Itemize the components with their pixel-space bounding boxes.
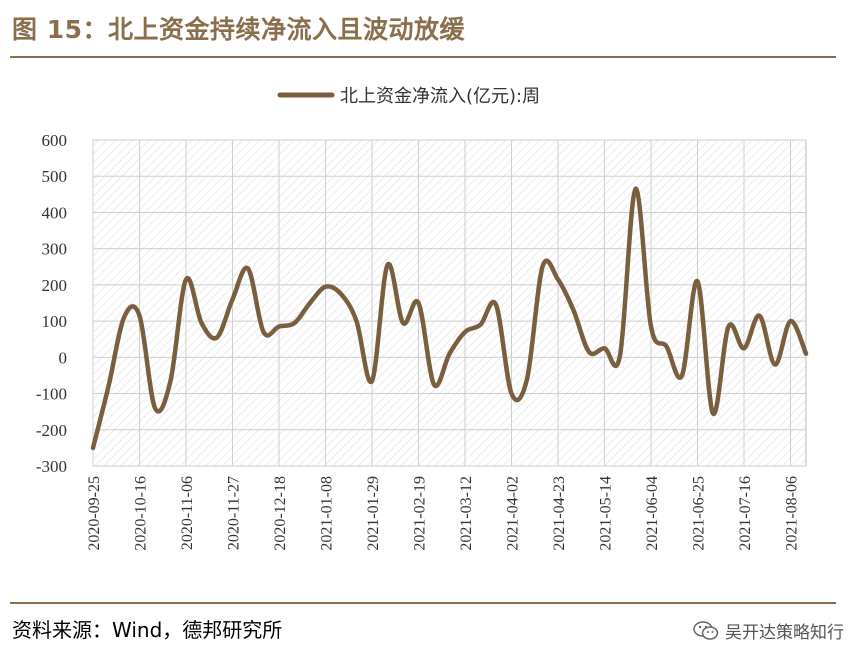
x-tick-label: 2021-04-02 — [505, 476, 522, 551]
y-tick-label: 300 — [42, 240, 68, 259]
y-axis: 600 500 400 300 200 100 0 -100 -200 -300 — [36, 131, 67, 476]
x-tick-label: 2021-02-19 — [412, 476, 429, 551]
x-axis: 2020-09-25 2020-10-16 2020-11-06 2020-11-27… — [86, 476, 801, 551]
x-tick-label: 2021-06-04 — [644, 476, 661, 551]
legend-label: 北上资金净流入(亿元):周 — [340, 86, 540, 107]
series-line — [90, 186, 809, 451]
watermark: 吴开达策略知行 — [693, 618, 844, 643]
x-tick-label: 2021-06-25 — [691, 476, 708, 551]
y-tick-label: 400 — [42, 203, 68, 222]
y-tick-label: 500 — [42, 167, 68, 186]
x-tick-label: 2021-05-14 — [598, 476, 615, 551]
x-tick-label: 2020-09-25 — [86, 476, 103, 551]
source-note: 资料来源：Wind，德邦研究所 — [12, 618, 283, 642]
x-tick-label: 2020-12-18 — [272, 476, 289, 551]
x-tick-label: 2021-03-12 — [458, 476, 475, 551]
x-tick-label: 2020-11-27 — [226, 476, 243, 550]
x-tick-label: 2021-07-16 — [737, 476, 754, 551]
x-tick-label: 2021-01-08 — [319, 476, 336, 551]
title-divider — [10, 56, 836, 58]
watermark-text: 吴开达策略知行 — [725, 623, 844, 643]
footer-divider — [10, 602, 836, 604]
figure-title: 图 15：北上资金持续净流入且波动放缓 — [12, 15, 465, 44]
x-tick-label: 2021-01-29 — [365, 476, 382, 551]
legend: 北上资金净流入(亿元):周 — [277, 86, 540, 107]
y-tick-label: 0 — [59, 348, 68, 367]
x-tick-label: 2020-11-06 — [179, 476, 196, 550]
line-chart: 北上资金净流入(亿元):周 600 500 400 300 200 100 0 -100 -20… — [36, 86, 809, 551]
y-tick-label: -200 — [36, 421, 67, 440]
x-tick-label: 2021-08-06 — [784, 476, 801, 551]
x-tick-label: 2020-10-16 — [133, 476, 150, 551]
y-tick-label: -100 — [36, 385, 67, 404]
x-tick-label: 2021-04-23 — [551, 476, 568, 551]
y-tick-label: 200 — [42, 276, 68, 295]
y-tick-label: -300 — [36, 457, 67, 476]
y-tick-label: 600 — [42, 131, 68, 150]
wechat-icon — [693, 620, 719, 640]
y-tick-label: 100 — [42, 312, 68, 331]
